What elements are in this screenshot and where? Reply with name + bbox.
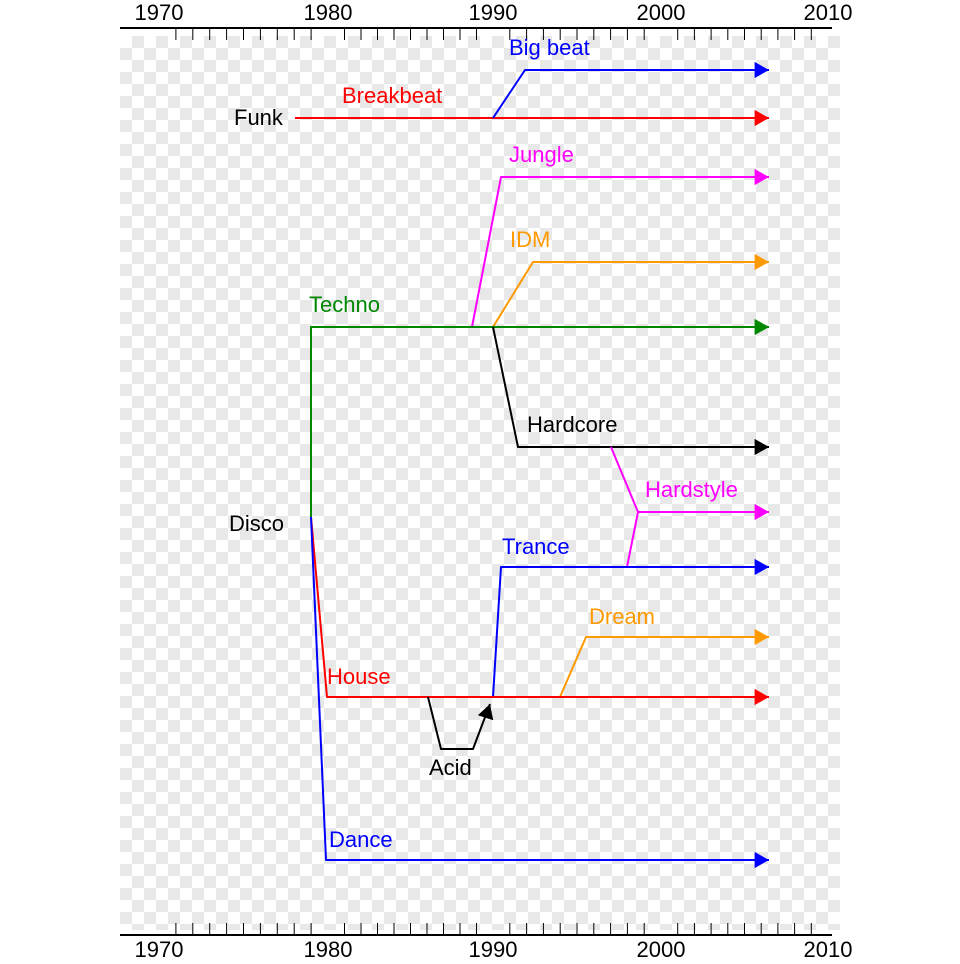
axis-year-label: 1970 <box>135 937 184 962</box>
root-genre-label: Funk <box>234 105 284 130</box>
genre-label-hardcore: Hardcore <box>527 412 617 437</box>
genre-label-techno: Techno <box>309 292 380 317</box>
axis-year-label: 2000 <box>637 937 686 962</box>
axis-year-label: 1970 <box>135 0 184 25</box>
genre-label-big-beat: Big beat <box>509 35 590 60</box>
genre-timeline-diagram: 1970 1980 1990 2000 2010 1970 1980 1990 2000 2010… <box>0 0 960 964</box>
genre-label-dance: Dance <box>329 827 393 852</box>
axis-year-label: 1990 <box>469 0 518 25</box>
genre-label-trance: Trance <box>502 534 570 559</box>
genre-label-hardstyle: Hardstyle <box>645 477 738 502</box>
axis-year-label: 1980 <box>304 0 353 25</box>
axis-year-label: 1980 <box>304 937 353 962</box>
root-genre-label: Disco <box>229 511 284 536</box>
axis-year-label: 2010 <box>804 0 853 25</box>
genre-label-breakbeat: Breakbeat <box>342 83 442 108</box>
genre-label-idm: IDM <box>510 227 550 252</box>
genre-label-dream: Dream <box>589 604 655 629</box>
genre-label-acid: Acid <box>429 755 472 780</box>
axis-year-label: 2000 <box>637 0 686 25</box>
axis-year-label: 1990 <box>469 937 518 962</box>
axis-year-label: 2010 <box>804 937 853 962</box>
genre-label-house: House <box>327 664 391 689</box>
genre-label-jungle: Jungle <box>509 142 574 167</box>
